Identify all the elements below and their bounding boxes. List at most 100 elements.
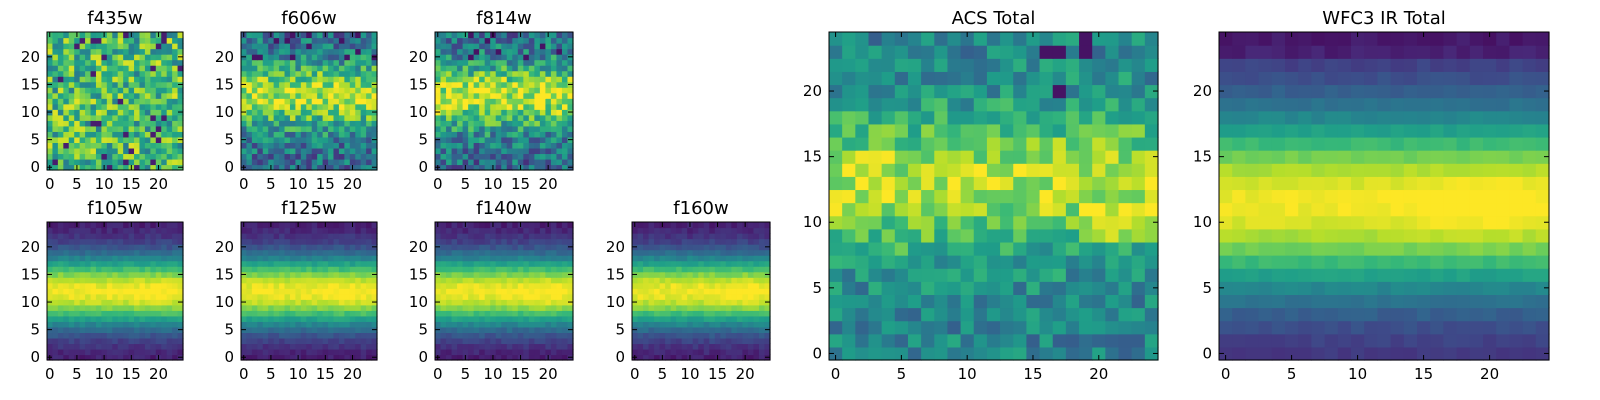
heatmap-cell bbox=[172, 266, 179, 273]
heatmap-cell bbox=[523, 158, 530, 166]
heatmap-cell bbox=[643, 249, 650, 256]
heatmap-cell bbox=[279, 81, 286, 88]
heatmap-cell bbox=[561, 326, 569, 333]
heatmap-cell bbox=[973, 307, 988, 322]
heatmap-cell bbox=[484, 131, 491, 138]
heatmap-cell bbox=[279, 310, 286, 317]
heatmap-cell bbox=[134, 32, 141, 39]
heatmap-cell bbox=[539, 43, 546, 50]
heatmap-cell bbox=[1065, 202, 1080, 217]
heatmap-cell bbox=[52, 65, 59, 72]
heatmap-cell bbox=[648, 227, 655, 234]
heatmap-cell bbox=[462, 142, 469, 149]
heatmap-cell bbox=[714, 293, 721, 300]
heatmap-cell bbox=[539, 109, 546, 116]
heatmap-cell bbox=[144, 282, 151, 289]
heatmap-cell bbox=[172, 136, 179, 143]
heatmap-cell bbox=[123, 70, 130, 77]
heatmap-cell bbox=[177, 348, 184, 356]
heatmap-cell bbox=[517, 48, 524, 55]
heatmap-cell bbox=[528, 158, 535, 166]
heatmap-cell bbox=[692, 271, 699, 278]
heatmap-cell bbox=[960, 294, 975, 309]
heatmap-cell bbox=[74, 54, 81, 61]
heatmap-cell bbox=[123, 92, 130, 99]
heatmap-cell bbox=[371, 293, 378, 300]
heatmap-cell bbox=[528, 43, 535, 50]
heatmap-cell bbox=[842, 189, 856, 204]
heatmap-cell bbox=[764, 332, 771, 339]
heatmap-cell bbox=[251, 103, 258, 110]
heatmap-cell bbox=[106, 260, 113, 267]
heatmap-cell bbox=[550, 59, 558, 66]
heatmap-cell bbox=[567, 120, 574, 127]
heatmap-cell bbox=[545, 142, 552, 149]
heatmap-cell bbox=[106, 98, 113, 105]
heatmap-cell bbox=[68, 131, 75, 138]
heatmap-cell bbox=[257, 249, 264, 256]
heatmap-cell bbox=[725, 233, 732, 240]
heatmap-cell bbox=[973, 346, 988, 361]
heatmap-cell bbox=[95, 282, 102, 289]
heatmap-cell bbox=[484, 348, 491, 356]
heatmap-cell bbox=[273, 59, 280, 66]
heatmap-cell bbox=[440, 304, 447, 311]
heatmap-cell bbox=[317, 65, 324, 72]
heatmap-cell bbox=[528, 238, 535, 245]
heatmap-cell bbox=[501, 282, 508, 289]
heatmap-cell bbox=[52, 32, 59, 39]
heatmap-cell bbox=[556, 222, 563, 229]
heatmap-cell bbox=[289, 103, 296, 110]
heatmap-cell bbox=[268, 131, 275, 138]
heatmap-cell bbox=[523, 147, 530, 155]
heatmap-cell bbox=[47, 315, 54, 322]
heatmap-cell bbox=[366, 244, 373, 251]
heatmap-cell bbox=[57, 87, 64, 94]
heatmap-cell bbox=[63, 32, 70, 39]
heatmap-cell bbox=[539, 310, 546, 317]
heatmap-cell bbox=[63, 271, 70, 278]
heatmap-cell bbox=[654, 277, 661, 284]
heatmap-cell bbox=[1092, 281, 1106, 295]
heatmap-cell bbox=[528, 233, 535, 240]
heatmap-cell bbox=[855, 294, 870, 309]
heatmap-cell bbox=[451, 337, 458, 345]
heatmap-cell bbox=[371, 227, 378, 234]
heatmap-cell bbox=[446, 92, 453, 99]
heatmap-cell bbox=[90, 354, 97, 361]
heatmap-cell bbox=[698, 222, 705, 229]
heatmap-cell bbox=[47, 87, 54, 94]
heatmap-cell bbox=[523, 81, 530, 88]
heatmap-cell bbox=[648, 299, 655, 306]
heatmap-cell bbox=[349, 233, 356, 240]
heatmap-cell bbox=[166, 282, 173, 289]
heatmap-cell bbox=[947, 294, 962, 309]
heatmap-cell bbox=[1092, 202, 1106, 217]
heatmap-cell bbox=[440, 142, 447, 149]
heatmap-cell bbox=[523, 120, 530, 127]
heatmap-cell bbox=[561, 43, 569, 50]
heatmap-cell bbox=[241, 37, 248, 44]
heatmap-cell bbox=[63, 332, 70, 339]
heatmap-cell bbox=[172, 76, 179, 83]
heatmap-cell bbox=[947, 215, 962, 230]
heatmap-cell bbox=[523, 348, 530, 356]
heatmap-cell bbox=[855, 176, 870, 191]
heatmap-cell bbox=[241, 227, 248, 234]
heatmap-cell bbox=[921, 307, 935, 322]
heatmap-cell bbox=[106, 147, 113, 155]
heatmap-cell bbox=[128, 238, 135, 245]
heatmap-cell bbox=[101, 343, 108, 350]
heatmap-cell bbox=[490, 282, 497, 289]
heatmap-cell bbox=[973, 215, 988, 230]
heatmap-cell bbox=[747, 343, 755, 350]
heatmap-cell bbox=[134, 260, 141, 267]
heatmap-cell bbox=[166, 54, 173, 61]
heatmap-cell bbox=[484, 98, 491, 105]
heatmap-cell bbox=[736, 293, 743, 300]
heatmap-cell bbox=[63, 65, 70, 72]
heatmap-cell bbox=[52, 348, 59, 356]
heatmap-cell bbox=[659, 332, 666, 339]
heatmap-cell bbox=[360, 59, 367, 66]
heatmap-cell bbox=[758, 348, 766, 356]
